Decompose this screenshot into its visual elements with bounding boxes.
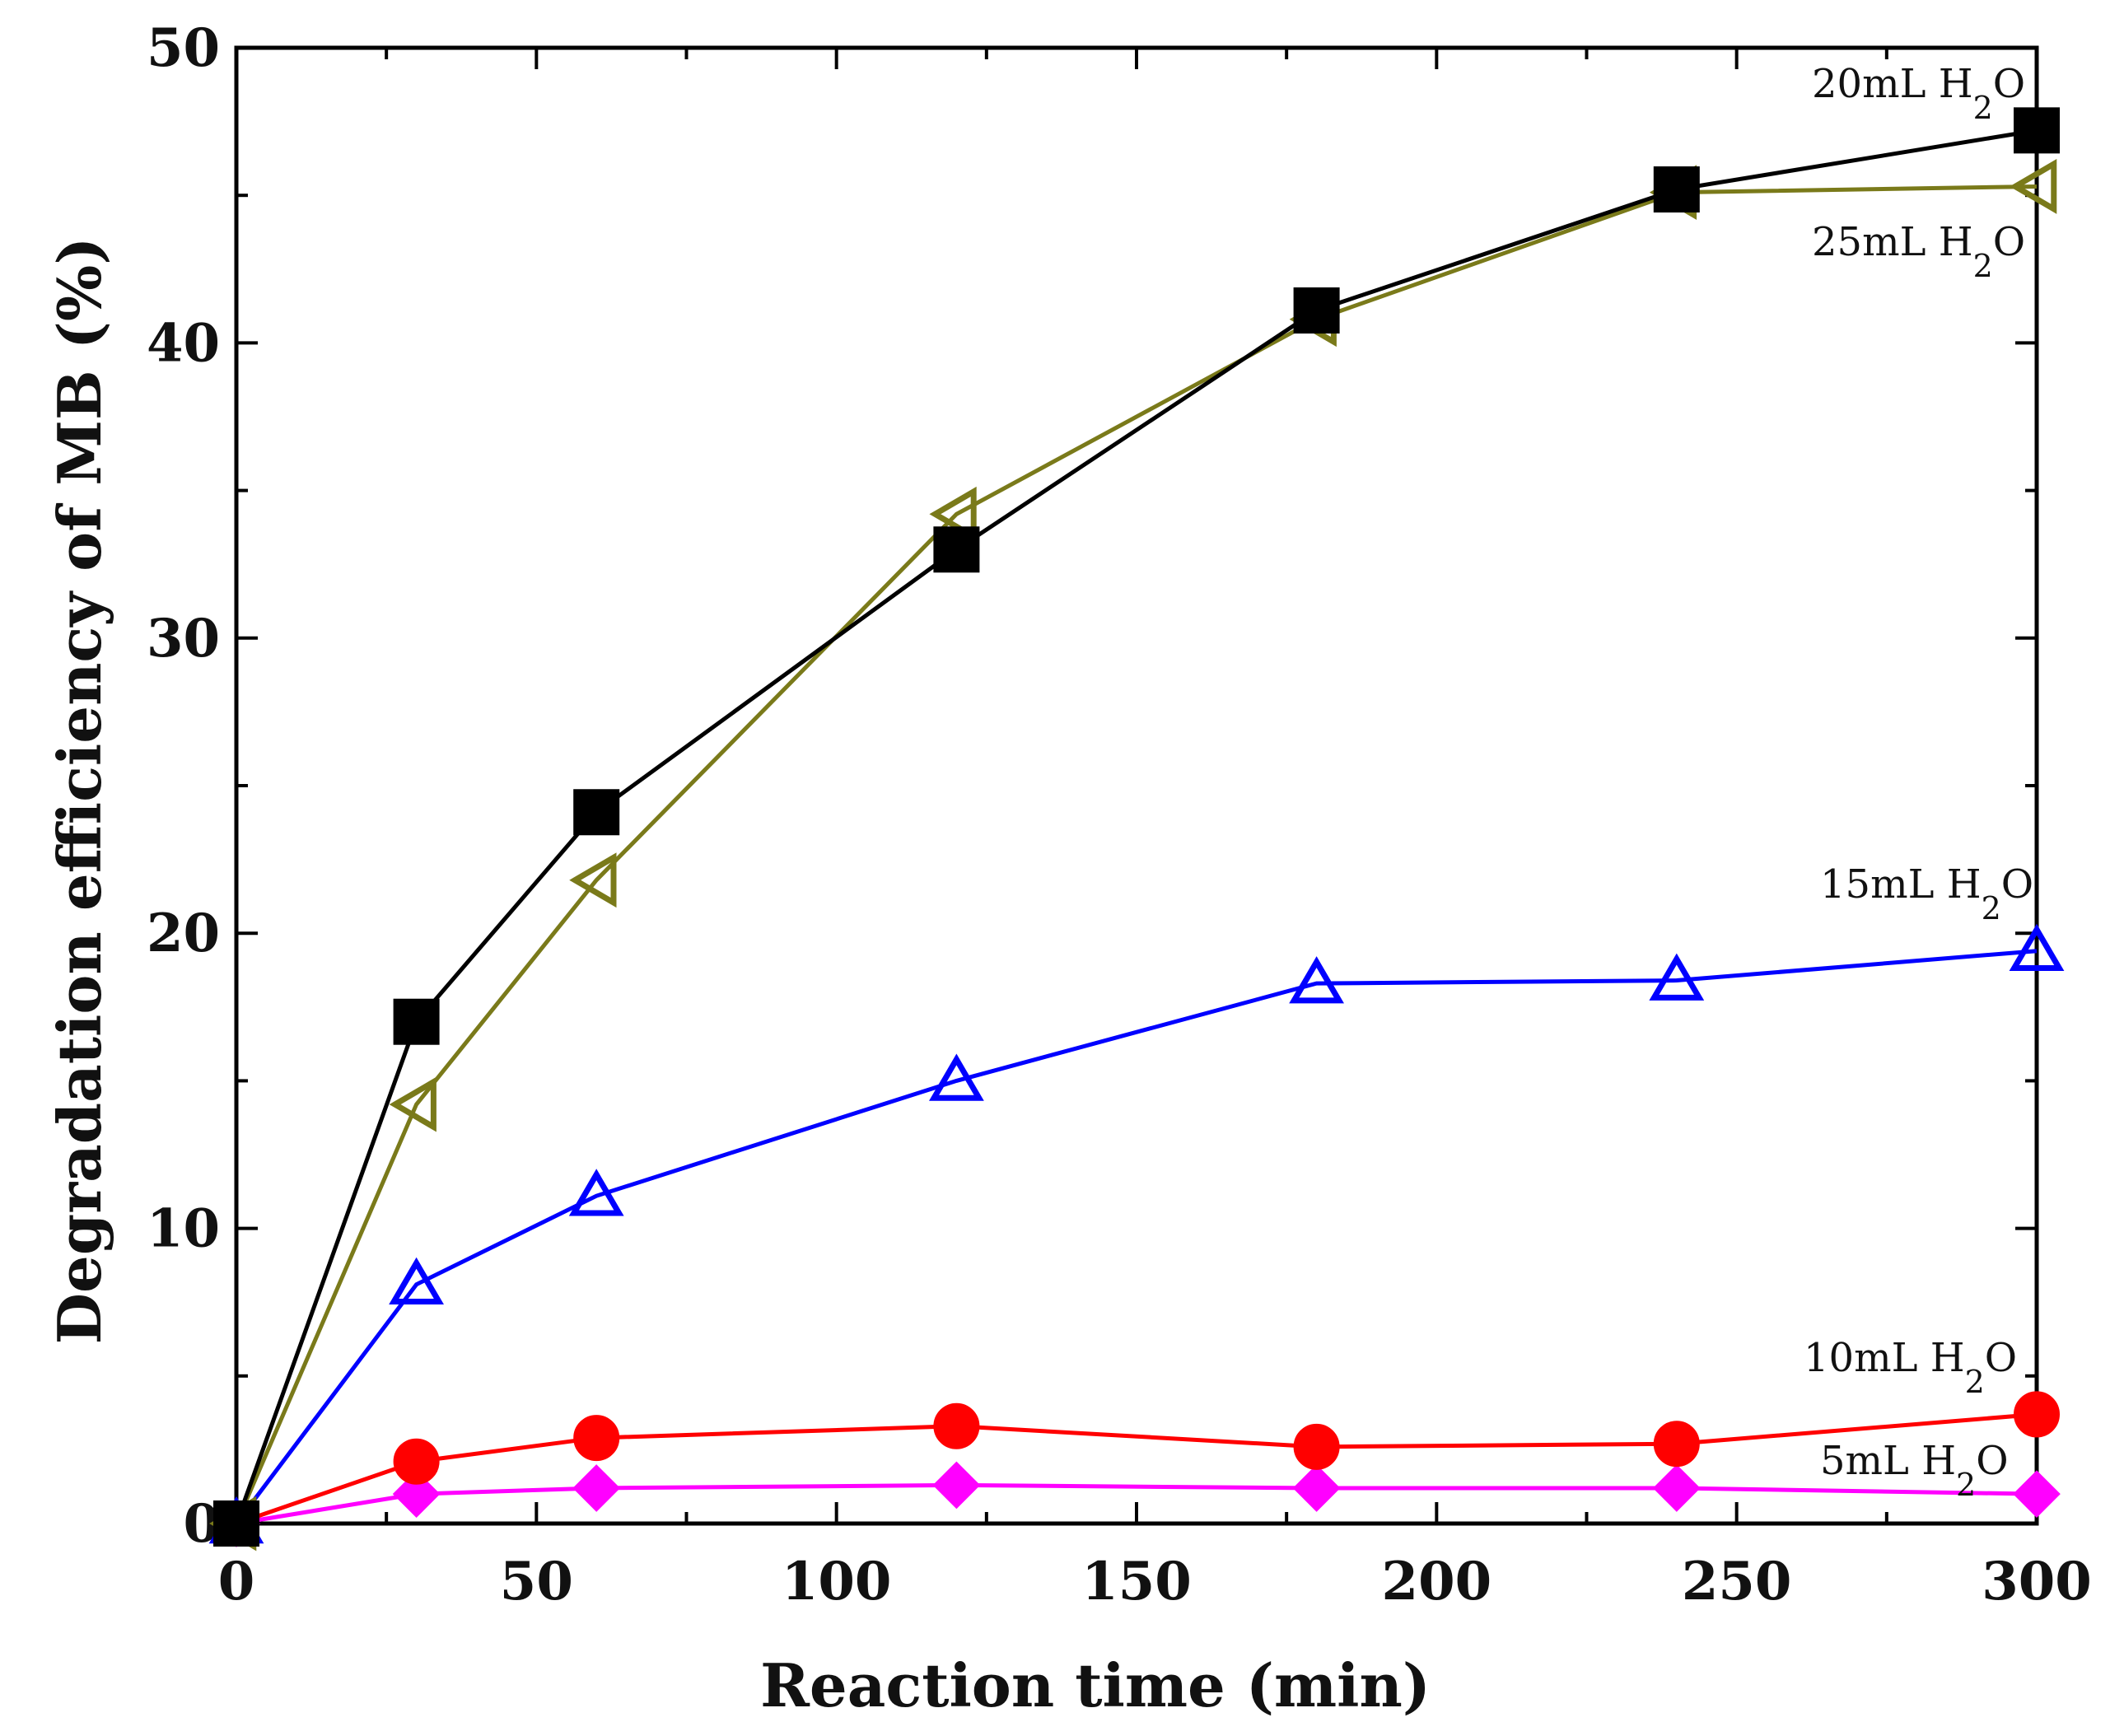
x-tick-label: 300 [1982, 1551, 2092, 1612]
series-line [235, 949, 2038, 1525]
series-5ml-h2o [212, 1461, 2061, 1547]
data-point [389, 1076, 436, 1132]
y-tick-label: 30 [147, 608, 220, 670]
y-tick-label: 40 [147, 312, 220, 374]
series-label: 15mL H2O [1820, 861, 2033, 926]
data-point [1652, 1464, 1701, 1512]
data-point [392, 1470, 441, 1518]
series-label: 10mL H2O [1804, 1335, 2017, 1400]
data-point [393, 1438, 440, 1485]
data-point [213, 1500, 259, 1547]
y-tick-label: 20 [147, 903, 220, 964]
data-point [572, 1464, 621, 1512]
series-20ml-h2o [213, 107, 2060, 1547]
data-point [569, 852, 617, 908]
series-layer [208, 107, 2065, 1552]
x-tick-label: 100 [782, 1551, 892, 1612]
data-point [389, 1257, 444, 1304]
plot-frame [234, 45, 2039, 1526]
data-point [1293, 1423, 1340, 1470]
data-point [1293, 287, 1340, 334]
data-point [1289, 956, 1344, 1004]
data-point [573, 789, 620, 836]
series-label: 20mL H2O [1812, 61, 2025, 126]
data-point [1649, 953, 1705, 1001]
series-labels: 20mL H2O 25mL H2O 15mL H2O 10mL H2O 5mL H2O [1804, 61, 2033, 1503]
x-tick-label: 0 [218, 1551, 255, 1612]
data-point [932, 1461, 981, 1510]
data-point [2009, 923, 2065, 972]
y-tick-label: 10 [147, 1198, 220, 1260]
series-label: 25mL H2O [1812, 219, 2025, 284]
data-point [1292, 1464, 1341, 1512]
x-axis-title: Reaction time (min) [760, 1650, 1431, 1720]
series-15ml-h2o [208, 923, 2065, 1544]
data-point [1653, 1421, 1700, 1468]
data-point [2014, 1391, 2060, 1438]
series-25ml-h2o [209, 159, 2057, 1552]
y-axis-title: Degradation efficiency of MB (%) [44, 237, 114, 1345]
y-tick-label: 50 [147, 17, 220, 79]
plot-area-border [234, 45, 2039, 1526]
data-point [2010, 159, 2057, 214]
x-tick-label: 150 [1081, 1551, 1192, 1612]
data-point [2014, 107, 2060, 154]
axis-ticks [235, 46, 2038, 1525]
data-point [573, 1415, 620, 1462]
data-point [393, 998, 440, 1045]
series-line [234, 128, 2038, 1524]
x-tick-label: 200 [1382, 1551, 1492, 1612]
data-point [933, 526, 980, 573]
data-point [929, 486, 977, 542]
x-tick-label: 50 [500, 1551, 573, 1612]
x-tick-label: 250 [1682, 1551, 1792, 1612]
data-point [933, 1402, 980, 1449]
data-point [2013, 1470, 2061, 1518]
data-point [1653, 166, 1700, 213]
data-point [568, 1169, 624, 1216]
series-label: 5mL H2O [1820, 1438, 2009, 1503]
series-line [234, 184, 2038, 1524]
data-point [929, 1053, 984, 1101]
